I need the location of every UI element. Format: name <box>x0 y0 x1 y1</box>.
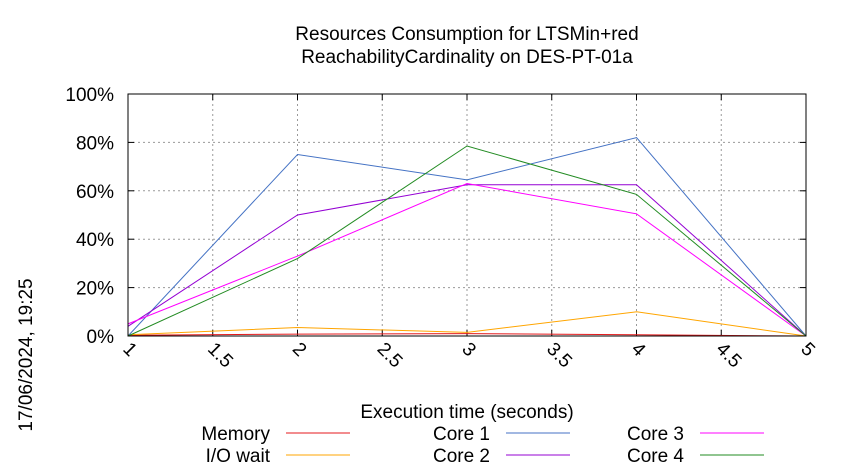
x-axis-label: Execution time (seconds) <box>360 402 573 423</box>
legend: Memory Core 1 Core 3 I/O wait Core 2 Core 4 <box>201 424 764 467</box>
legend-label-core-1: Core 1 <box>433 424 490 445</box>
legend-label-core-3: Core 3 <box>627 424 684 445</box>
x-tick-label: 3.5 <box>542 339 576 373</box>
y-tick-label: 0% <box>87 327 115 348</box>
series-line-memory <box>127 333 807 337</box>
legend-label-core-4: Core 4 <box>627 446 684 467</box>
chart-title-line-1: Resources Consumption for LTSMin+red <box>295 24 638 45</box>
y-tick-label: 100% <box>65 85 114 106</box>
chart-title-line-2: ReachabilityCardinality on DES-PT-01a <box>301 47 633 68</box>
x-tick-label: 3 <box>457 339 479 361</box>
y-tick-label: 20% <box>76 279 114 300</box>
y-tick-label: 80% <box>76 133 114 154</box>
x-tick-label: 5 <box>796 339 818 361</box>
timestamp-label: 17/06/2024, 19:25 <box>16 278 37 431</box>
series-line-core-1 <box>127 137 807 337</box>
legend-label-memory: Memory <box>201 424 270 445</box>
x-tick-label: 4.5 <box>712 339 746 373</box>
legend-label-core-2: Core 2 <box>433 446 490 467</box>
series-line-core-4 <box>127 145 807 337</box>
y-axis-ticks: 0% 20% 40% 60% 80% 100% <box>65 85 806 348</box>
x-tick-label: 2 <box>288 339 310 361</box>
series-line-i-o-wait <box>127 311 807 337</box>
x-tick-label: 1 <box>118 339 140 361</box>
series-line-core-3 <box>127 182 807 337</box>
x-tick-label: 4 <box>627 339 650 362</box>
plot-frame <box>127 93 807 337</box>
x-tick-label: 2.5 <box>373 339 407 373</box>
y-tick-label: 40% <box>76 230 114 251</box>
x-tick-label: 1.5 <box>203 339 237 373</box>
series-lines <box>127 137 807 337</box>
series-line-core-2 <box>127 184 807 337</box>
legend-label-i-o-wait: I/O wait <box>206 446 271 467</box>
y-tick-label: 60% <box>76 182 114 203</box>
grid-lines <box>127 93 807 337</box>
